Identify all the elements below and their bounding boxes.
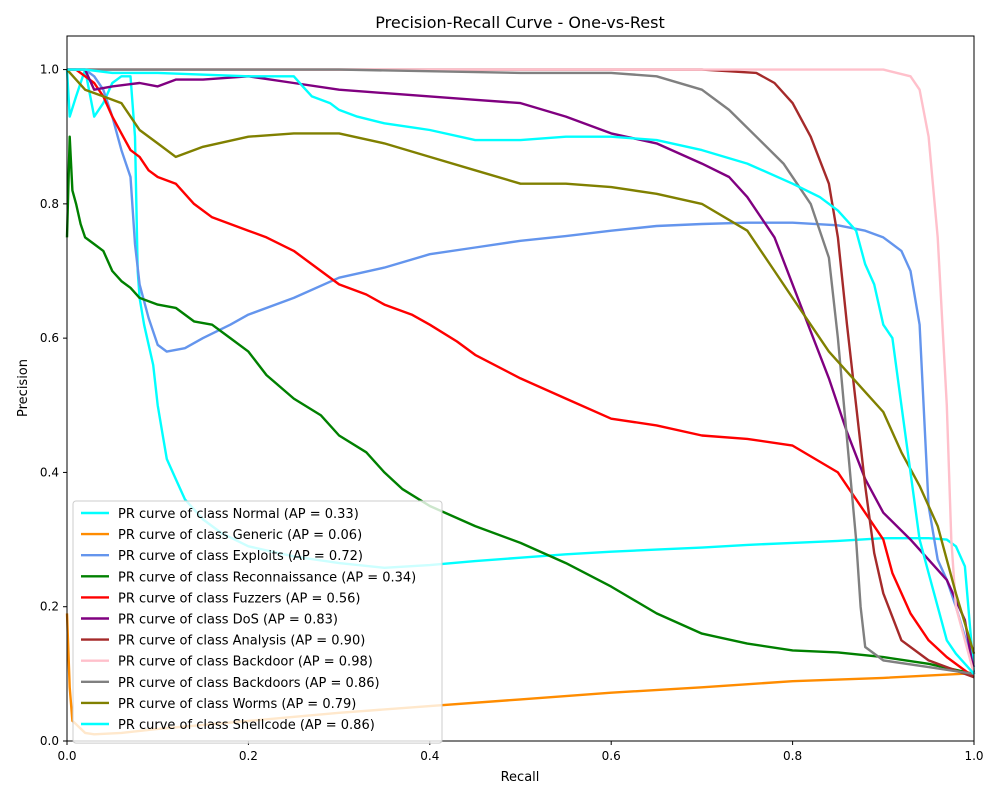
x-tick-label: 0.0 bbox=[57, 749, 76, 763]
legend-entry-label: PR curve of class Generic (AP = 0.06) bbox=[118, 528, 362, 543]
legend-entry-label: PR curve of class Fuzzers (AP = 0.56) bbox=[118, 591, 361, 606]
legend-box bbox=[72, 500, 443, 744]
x-tick-label: 0.8 bbox=[783, 749, 802, 763]
legend-entry-label: PR curve of class Normal (AP = 0.33) bbox=[118, 507, 359, 522]
series-line-7 bbox=[67, 68, 976, 675]
legend-entry-label: PR curve of class DoS (AP = 0.83) bbox=[118, 613, 338, 628]
legend-entry-label: PR curve of class Backdoor (AP = 0.98) bbox=[118, 655, 373, 670]
legend-entry-label: PR curve of class Backdoors (AP = 0.86) bbox=[118, 676, 380, 691]
legend: PR curve of class Normal (AP = 0.33) PR c… bbox=[72, 500, 443, 744]
y-axis-ticks: 0.0 0.2 0.4 0.6 0.8 1.0 bbox=[40, 63, 67, 748]
series-line-4 bbox=[67, 68, 975, 679]
y-tick-label: 0.2 bbox=[40, 600, 59, 614]
series-line-5 bbox=[67, 68, 976, 675]
x-axis-ticks: 0.0 0.2 0.4 0.6 0.8 1.0 bbox=[57, 741, 984, 763]
series-line-6 bbox=[67, 68, 975, 679]
series-line-2 bbox=[67, 68, 976, 668]
y-tick-label: 0.8 bbox=[40, 197, 59, 211]
series-line-3 bbox=[65, 135, 975, 676]
legend-entry-label: PR curve of class Analysis (AP = 0.90) bbox=[118, 634, 365, 649]
x-axis-label: Recall bbox=[501, 770, 540, 785]
x-tick-label: 1.0 bbox=[964, 749, 983, 763]
y-axis-label: Precision bbox=[16, 359, 31, 417]
y-tick-label: 0.4 bbox=[40, 465, 59, 479]
legend-entry-label: PR curve of class Reconnaissance (AP = 0… bbox=[118, 570, 416, 585]
y-tick-label: 1.0 bbox=[40, 63, 59, 77]
x-tick-label: 0.2 bbox=[239, 749, 258, 763]
y-tick-label: 0.6 bbox=[40, 331, 59, 345]
y-tick-label: 0.0 bbox=[40, 734, 59, 748]
plot-curves bbox=[65, 68, 976, 736]
series-line-8 bbox=[67, 68, 975, 676]
legend-entry-label: PR curve of class Shellcode (AP = 0.86) bbox=[118, 718, 375, 733]
x-tick-label: 0.4 bbox=[420, 749, 439, 763]
chart-title: Precision-Recall Curve - One-vs-Rest bbox=[375, 13, 664, 32]
legend-entry-label: PR curve of class Worms (AP = 0.79) bbox=[118, 697, 356, 712]
plot-frame bbox=[66, 35, 975, 742]
legend-entry-label: PR curve of class Exploits (AP = 0.72) bbox=[118, 549, 363, 564]
series-line-9 bbox=[66, 68, 976, 655]
x-tick-label: 0.6 bbox=[602, 749, 621, 763]
series-line-10 bbox=[67, 68, 975, 675]
